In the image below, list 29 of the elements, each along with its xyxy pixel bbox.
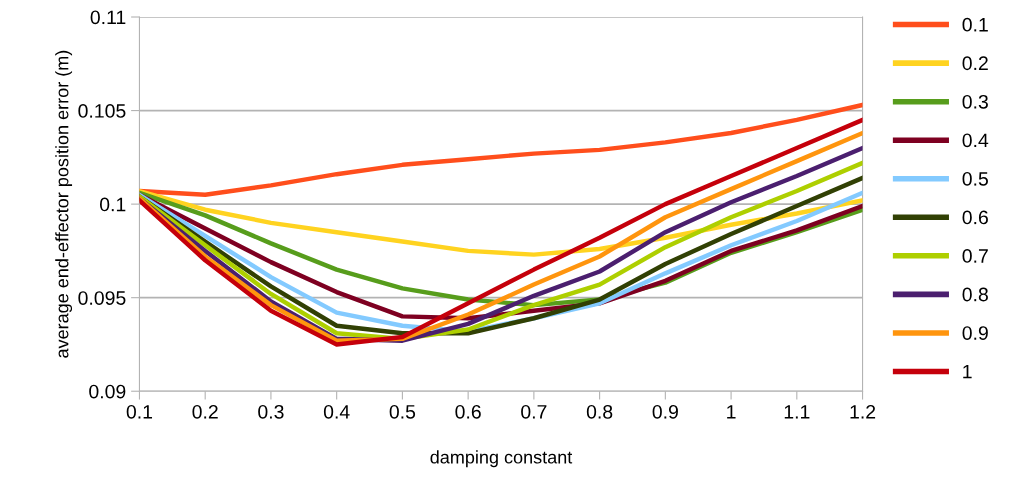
x-tick-label: 0.7 (521, 404, 547, 419)
legend-label: 0.3 (962, 94, 988, 109)
y-tick-label: 0.095 (78, 291, 126, 305)
x-tick-label: 0.4 (323, 404, 350, 419)
y-tick-label: 0.105 (78, 104, 126, 118)
legend-label: 0.6 (962, 210, 988, 225)
x-tick-label: 0.9 (652, 404, 678, 419)
x-tick-label: 1.2 (850, 404, 876, 419)
x-tick-label: 0.1 (126, 404, 153, 419)
legend-label: 0.7 (962, 249, 988, 263)
x-tick-label: 1.1 (784, 405, 810, 419)
legend-label: 0.9 (962, 326, 988, 340)
x-tick-label: 0.8 (586, 404, 613, 419)
legend-label: 0.1 (962, 17, 988, 32)
legend-label: 0.8 (962, 287, 988, 302)
x-tick-label: 0.2 (192, 404, 218, 419)
x-tick-label: 0.6 (455, 404, 481, 419)
y-tick-label: 0.11 (90, 10, 126, 25)
legend-label: 1 (963, 364, 972, 379)
x-tick-label: 1 (727, 405, 736, 419)
legend-label: 0.4 (962, 133, 989, 148)
y-tick-label: 0.09 (89, 384, 126, 399)
legend-label: 0.2 (962, 56, 988, 71)
x-axis-title: damping constant (430, 450, 573, 468)
legend-label: 0.5 (962, 171, 988, 186)
y-tick-label: 0.1 (99, 197, 126, 212)
x-tick-label: 0.3 (258, 404, 284, 419)
y-axis-title: average end-effector position error (m) (55, 50, 73, 358)
x-tick-label: 0.5 (389, 404, 416, 419)
